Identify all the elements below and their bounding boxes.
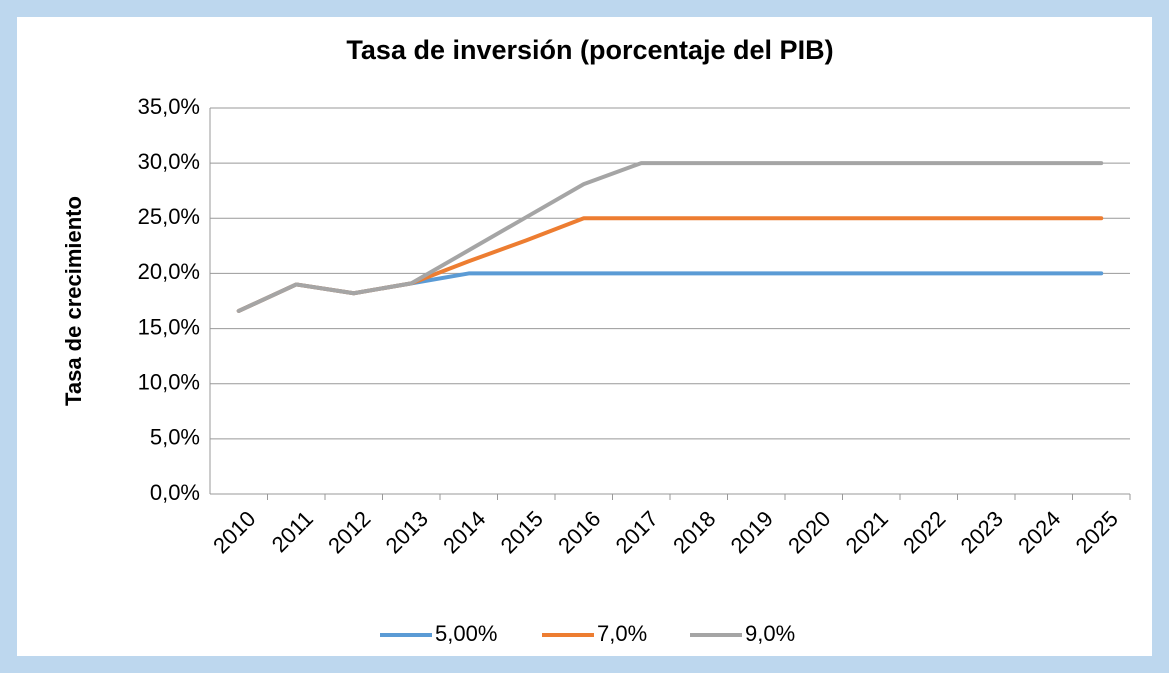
- chart-panel: [17, 17, 1152, 656]
- y-tick-label: 30,0%: [138, 149, 200, 174]
- legend-label: 7,0%: [597, 621, 647, 646]
- y-tick-label: 15,0%: [138, 314, 200, 339]
- y-tick-label: 10,0%: [138, 370, 200, 395]
- y-axis-title: Tasa de crecimiento: [61, 196, 86, 406]
- y-tick-label: 20,0%: [138, 259, 200, 284]
- legend-label: 9,0%: [745, 621, 795, 646]
- series-line: [236, 161, 1104, 313]
- y-tick-label: 25,0%: [138, 204, 200, 229]
- y-tick-label: 35,0%: [138, 94, 200, 119]
- y-tick-label: 5,0%: [150, 425, 200, 450]
- y-tick-label: 0,0%: [150, 480, 200, 505]
- legend-label: 5,00%: [435, 621, 497, 646]
- chart-title: Tasa de inversión (porcentaje del PIB): [346, 35, 833, 65]
